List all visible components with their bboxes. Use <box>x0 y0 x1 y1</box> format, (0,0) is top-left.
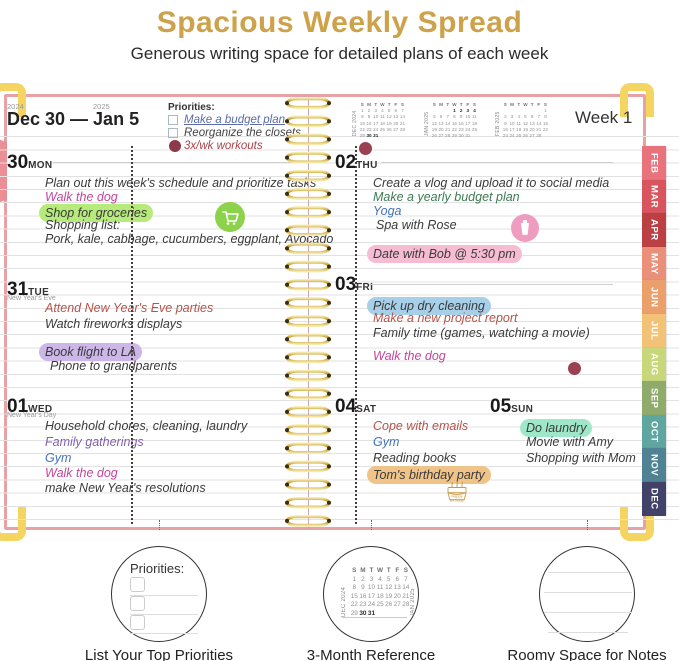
svg-text:Birthday: Birthday <box>450 499 464 503</box>
